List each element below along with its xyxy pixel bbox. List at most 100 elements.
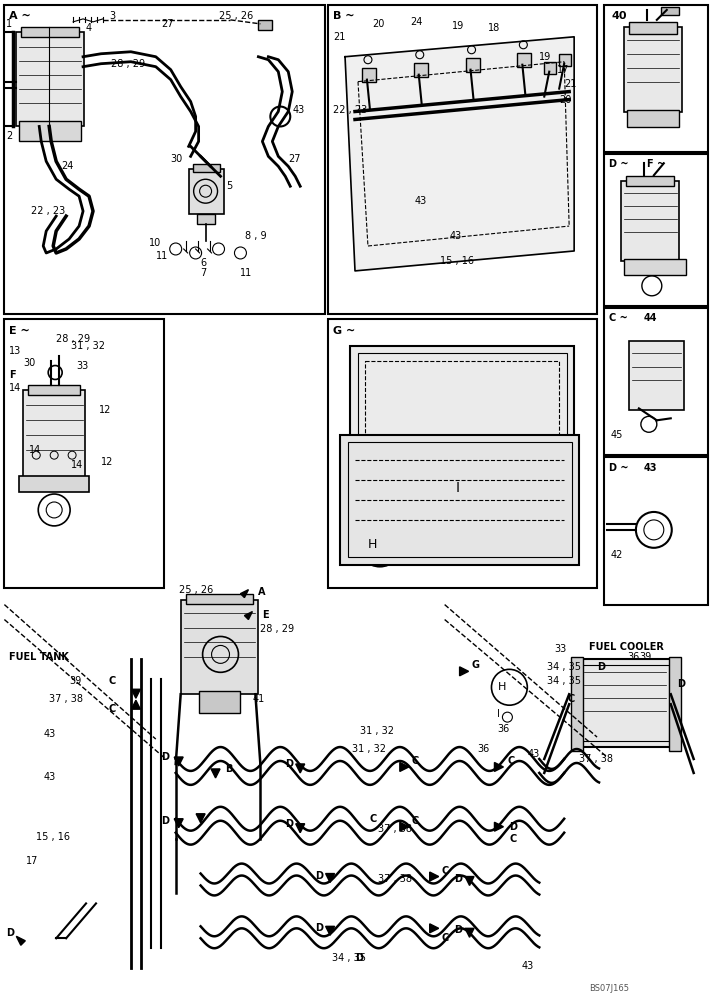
Bar	[669, 657, 681, 751]
Text: 39: 39	[69, 676, 81, 686]
Bar	[328, 5, 597, 314]
Text: 1: 1	[6, 19, 13, 29]
Text: 34 , 35: 34 , 35	[548, 662, 581, 672]
Bar	[186, 594, 253, 604]
Bar	[574, 659, 674, 747]
Text: G ~: G ~	[333, 326, 355, 336]
Text: C: C	[412, 756, 419, 766]
Text: 39: 39	[639, 652, 651, 662]
Text: 44: 44	[644, 313, 657, 323]
Text: C: C	[509, 834, 517, 844]
Polygon shape	[400, 762, 409, 771]
Text: 14: 14	[29, 445, 41, 455]
Polygon shape	[244, 612, 253, 620]
Text: C: C	[370, 814, 377, 824]
Bar	[518, 53, 531, 67]
Text: C: C	[567, 694, 575, 704]
Text: 37 , 38: 37 , 38	[579, 754, 613, 764]
Bar	[340, 435, 579, 565]
Text: F ~: F ~	[647, 159, 665, 169]
Text: D: D	[286, 819, 293, 829]
Polygon shape	[345, 37, 574, 271]
Text: C ~: C ~	[609, 313, 628, 323]
Polygon shape	[16, 936, 26, 945]
Text: 33: 33	[554, 644, 567, 654]
Text: 2: 2	[6, 131, 13, 141]
Text: 18: 18	[488, 23, 500, 33]
Bar	[258, 20, 272, 30]
Text: 25 , 26: 25 , 26	[179, 585, 213, 595]
Bar	[19, 121, 81, 141]
Text: B: B	[226, 764, 233, 774]
Bar	[350, 346, 574, 475]
Text: D: D	[161, 816, 169, 826]
Text: 43: 43	[292, 105, 305, 115]
Text: 30: 30	[23, 358, 36, 368]
Text: A: A	[258, 587, 266, 597]
Polygon shape	[494, 822, 503, 831]
Text: 19: 19	[451, 21, 464, 31]
Text: 11: 11	[241, 268, 253, 278]
Text: 24: 24	[410, 17, 422, 27]
Text: 34 , 35: 34 , 35	[332, 953, 366, 963]
Polygon shape	[325, 874, 335, 883]
Text: 43: 43	[644, 463, 657, 473]
Text: C: C	[508, 756, 515, 766]
Bar	[414, 63, 428, 77]
Polygon shape	[459, 667, 468, 676]
Polygon shape	[295, 824, 305, 833]
Text: 8 , 9: 8 , 9	[246, 231, 267, 241]
Polygon shape	[465, 877, 474, 885]
Text: A ~: A ~	[9, 11, 31, 21]
Polygon shape	[241, 590, 248, 598]
Bar	[466, 58, 479, 72]
Text: D: D	[509, 822, 518, 832]
Text: 42: 42	[611, 550, 624, 560]
Bar	[627, 110, 679, 127]
Bar	[193, 164, 219, 172]
Text: 15 , 16: 15 , 16	[36, 832, 70, 842]
Text: 10: 10	[149, 238, 161, 248]
Text: 31 , 32: 31 , 32	[352, 744, 386, 754]
Polygon shape	[196, 814, 205, 823]
Text: 13: 13	[9, 346, 21, 356]
Text: 27: 27	[288, 154, 300, 164]
Text: BS07J165: BS07J165	[589, 984, 629, 993]
Text: 28 , 29: 28 , 29	[56, 334, 90, 344]
Text: 28 , 29: 28 , 29	[111, 59, 145, 69]
Text: C: C	[109, 704, 116, 714]
Bar	[19, 476, 89, 492]
Text: F: F	[9, 370, 16, 380]
Text: 37 , 38: 37 , 38	[378, 824, 412, 834]
Text: 37 , 38: 37 , 38	[378, 874, 412, 884]
Text: 21: 21	[564, 79, 577, 89]
Text: C: C	[441, 866, 449, 876]
Bar	[629, 22, 676, 34]
Text: D: D	[455, 925, 463, 935]
Text: D: D	[286, 759, 293, 769]
Text: 20: 20	[559, 95, 572, 105]
Text: H: H	[498, 682, 507, 692]
Bar	[189, 169, 224, 214]
Text: D: D	[315, 923, 323, 933]
Text: 30: 30	[171, 154, 183, 164]
Text: D ~: D ~	[609, 159, 629, 169]
Text: FUEL COOLER: FUEL COOLER	[589, 642, 664, 652]
Text: D: D	[676, 679, 685, 689]
Text: 43: 43	[43, 772, 56, 782]
Text: 28 , 29: 28 , 29	[261, 624, 295, 634]
Text: 43: 43	[450, 231, 462, 241]
Polygon shape	[295, 764, 305, 773]
Bar	[621, 181, 679, 261]
Bar	[328, 319, 597, 588]
Text: 36: 36	[498, 724, 510, 734]
Bar	[604, 308, 708, 455]
Text: 14: 14	[9, 383, 21, 393]
Text: 14: 14	[71, 460, 83, 470]
Text: 36: 36	[627, 652, 639, 662]
Text: C: C	[109, 676, 116, 686]
Text: D: D	[6, 928, 14, 938]
Text: 45: 45	[611, 430, 624, 440]
Polygon shape	[430, 872, 439, 881]
Polygon shape	[132, 700, 140, 709]
